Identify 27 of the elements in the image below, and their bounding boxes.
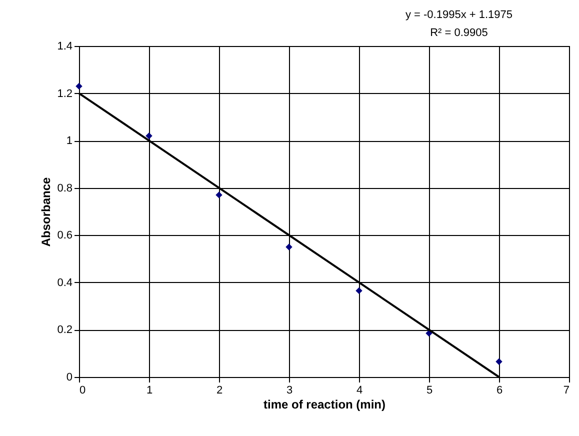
x-tick-label: 0 [80,384,86,396]
point [286,244,292,250]
x-tick-label: 6 [496,384,503,396]
x-tick-label: 5 [426,384,433,396]
x-tick-label: 1 [146,384,153,396]
y-axis-title: Absorbance [39,177,54,247]
y-tick-label: 0 [66,372,72,384]
point [216,192,222,198]
point [426,330,432,337]
y-tick-label: 0.4 [57,276,72,289]
x-tick-label: 4 [356,384,363,396]
y-tick-label: 1.2 [57,88,72,100]
point [496,358,502,365]
y-tick-label: 0.8 [57,182,72,194]
text: y = -0.1995x + 1.1975 [405,9,513,21]
text: R² = 0.9905 [430,27,488,39]
point [356,287,362,294]
point [76,82,82,90]
y-tick-label: 0.6 [57,230,72,242]
x-tick-label: 2 [216,384,223,396]
y-tick-label: 1.4 [57,40,72,52]
point [146,132,152,140]
x-tick-label: 7 [563,384,570,396]
y-tick-label: 1 [66,135,72,148]
x-tick-label: 3 [286,384,293,396]
x-axis-title: time of reaction (min) [263,398,386,412]
y-tick-label: 0.2 [57,324,72,336]
